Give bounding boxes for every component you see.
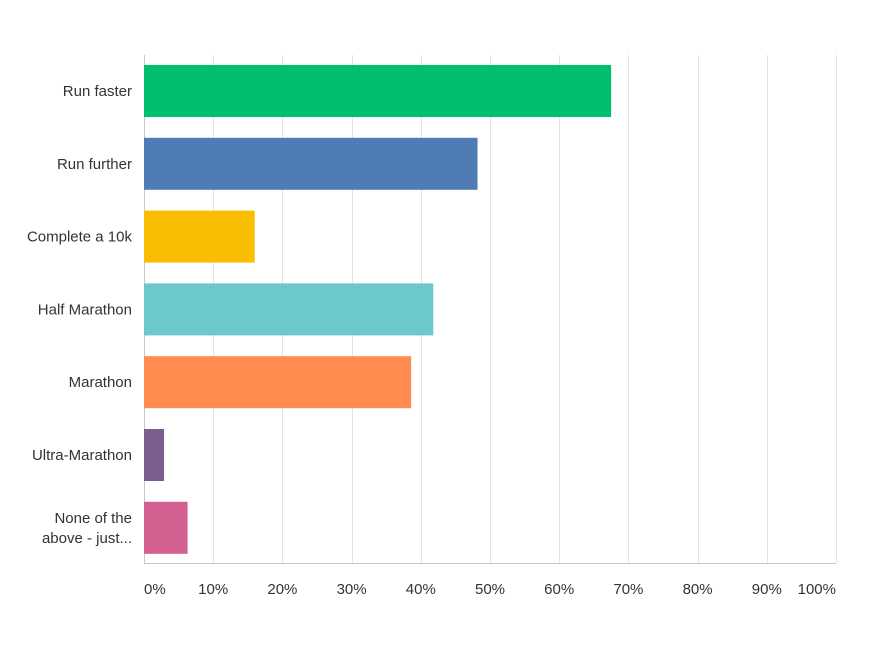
category-label: Half Marathon [38, 301, 132, 318]
category-label: Run faster [63, 83, 132, 100]
bar [144, 210, 255, 263]
category-label: Ultra-Marathon [32, 447, 132, 464]
x-tick-label: 50% [475, 581, 505, 598]
x-tick-label: 0% [144, 581, 166, 598]
bar [144, 429, 165, 481]
x-tick-label: 80% [683, 581, 713, 598]
bars [144, 65, 612, 554]
category-labels: Run faster Run further Complete a 10k Half … [27, 83, 133, 547]
x-tick-label: 40% [406, 581, 436, 598]
x-tick-label: 30% [337, 581, 367, 598]
category-label: None of the above - just... [42, 510, 132, 547]
bar [144, 137, 478, 190]
bar [144, 356, 412, 409]
bar [144, 283, 434, 336]
category-label: Run further [57, 156, 132, 173]
bar [144, 65, 612, 117]
x-tick-label: 10% [198, 581, 228, 598]
x-tick-label: 70% [613, 581, 643, 598]
x-tick-labels: 0% 10% 20% 30% 40% 50% 60% 70% 80% 90% 100% [144, 581, 836, 598]
bar [144, 501, 188, 554]
x-tick-label: 90% [752, 581, 782, 598]
x-tick-label: 60% [544, 581, 574, 598]
category-label: Marathon [69, 374, 132, 391]
x-tick-label: 20% [267, 581, 297, 598]
x-tick-label: 100% [798, 581, 836, 598]
category-label: Complete a 10k [27, 229, 133, 246]
